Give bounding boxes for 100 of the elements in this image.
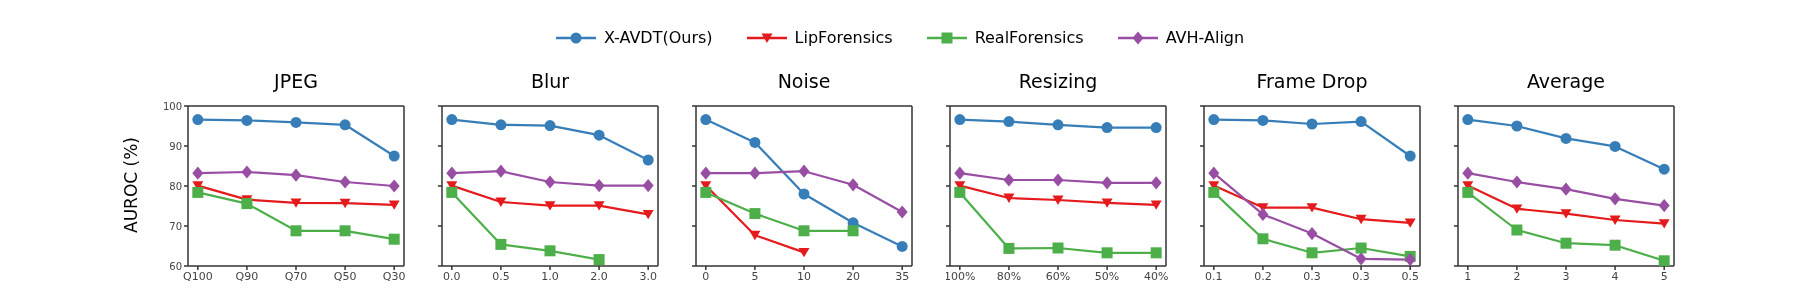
point: [446, 114, 458, 126]
x-tick-label: Q30: [382, 269, 406, 283]
point: [749, 166, 761, 180]
x-tick-label: 100%: [944, 269, 976, 283]
point: [1257, 114, 1269, 126]
x-tick-label: 50%: [1094, 269, 1120, 283]
point: [1560, 132, 1572, 144]
y-tick-label: 90: [169, 140, 182, 152]
x-tick-label: 60%: [1045, 269, 1071, 283]
point: [1609, 239, 1621, 251]
x-tick-label: Q90: [235, 269, 259, 283]
point: [1003, 173, 1015, 187]
point: [700, 186, 712, 198]
point: [1511, 120, 1523, 132]
x-tick-label: 80%: [996, 269, 1022, 283]
point: [290, 168, 302, 182]
point: [290, 116, 302, 128]
point: [593, 179, 605, 193]
point: [1101, 122, 1113, 134]
point: [896, 240, 908, 252]
point: [290, 225, 302, 237]
point: [495, 238, 507, 250]
point: [1208, 114, 1220, 126]
point: [495, 197, 507, 207]
point: [192, 166, 204, 180]
chart-title: Frame Drop: [1255, 70, 1369, 92]
x-tick-label: 2.0: [590, 269, 608, 283]
point: [192, 114, 204, 126]
x-tick-label: 0.5: [1401, 269, 1419, 283]
point: [749, 136, 761, 148]
x-tick-label: 1: [1464, 269, 1472, 283]
point: [1511, 224, 1523, 236]
point: [749, 208, 761, 220]
x-tick-label: 5: [1660, 269, 1668, 283]
y-axis-title: AUROC (%): [121, 137, 141, 233]
point: [1609, 215, 1621, 225]
point: [544, 120, 556, 132]
point: [241, 198, 253, 210]
point: [1355, 252, 1367, 266]
point: [1208, 186, 1220, 198]
point: [1355, 242, 1367, 254]
point: [1511, 175, 1523, 189]
legend-label: X-AVDT(Ours): [603, 28, 713, 47]
point: [642, 210, 654, 220]
point: [388, 179, 400, 193]
chart-title: Noise: [776, 70, 832, 92]
x-tick-label: 0.0: [443, 269, 461, 283]
point: [1101, 247, 1113, 259]
chart-title: Average: [1526, 70, 1606, 92]
point: [1560, 209, 1572, 219]
point: [1404, 253, 1416, 266]
x-tick-label: 0: [702, 269, 710, 283]
point: [388, 233, 400, 245]
point: [1306, 247, 1318, 259]
point: [339, 225, 351, 237]
point: [593, 201, 605, 211]
point: [1150, 122, 1162, 134]
legend-label: RealForensics: [974, 28, 1084, 47]
point: [1306, 203, 1318, 213]
point: [700, 114, 712, 126]
point: [446, 166, 458, 180]
point: [544, 201, 556, 211]
point: [1404, 150, 1416, 162]
point: [1208, 166, 1220, 180]
point: [1101, 176, 1113, 190]
point: [1306, 227, 1318, 241]
y-tick-label: 60: [169, 260, 182, 272]
point: [1658, 219, 1670, 229]
point: [388, 200, 400, 210]
x-tick-label: 20: [846, 269, 861, 283]
y-tick-label: 70: [169, 220, 182, 232]
point: [642, 179, 654, 193]
x-tick-label: 0.3: [1352, 269, 1370, 283]
point: [495, 164, 507, 178]
point: [290, 198, 302, 208]
chart-title: Resizing: [1017, 70, 1099, 92]
point: [1355, 116, 1367, 128]
point: [1101, 198, 1113, 208]
point: [954, 114, 966, 126]
point: [593, 129, 605, 141]
x-tick-label: 40%: [1143, 269, 1169, 283]
point: [1003, 193, 1015, 203]
x-tick-label: Q100: [182, 269, 213, 283]
x-tick-label: 3.0: [639, 269, 657, 283]
point: [1052, 173, 1064, 187]
point: [339, 119, 351, 131]
y-tick-label: 100: [162, 100, 182, 112]
point: [1560, 182, 1572, 196]
point: [241, 165, 253, 179]
point: [847, 225, 859, 237]
point: [593, 254, 605, 266]
point: [1003, 116, 1015, 128]
point: [1658, 199, 1670, 213]
x-tick-label: 4: [1611, 269, 1619, 283]
point: [1052, 119, 1064, 131]
x-tick-label: 5: [751, 269, 759, 283]
x-tick-label: 3: [1562, 269, 1570, 283]
point: [1609, 140, 1621, 152]
point: [495, 119, 507, 131]
point: [1658, 255, 1670, 266]
